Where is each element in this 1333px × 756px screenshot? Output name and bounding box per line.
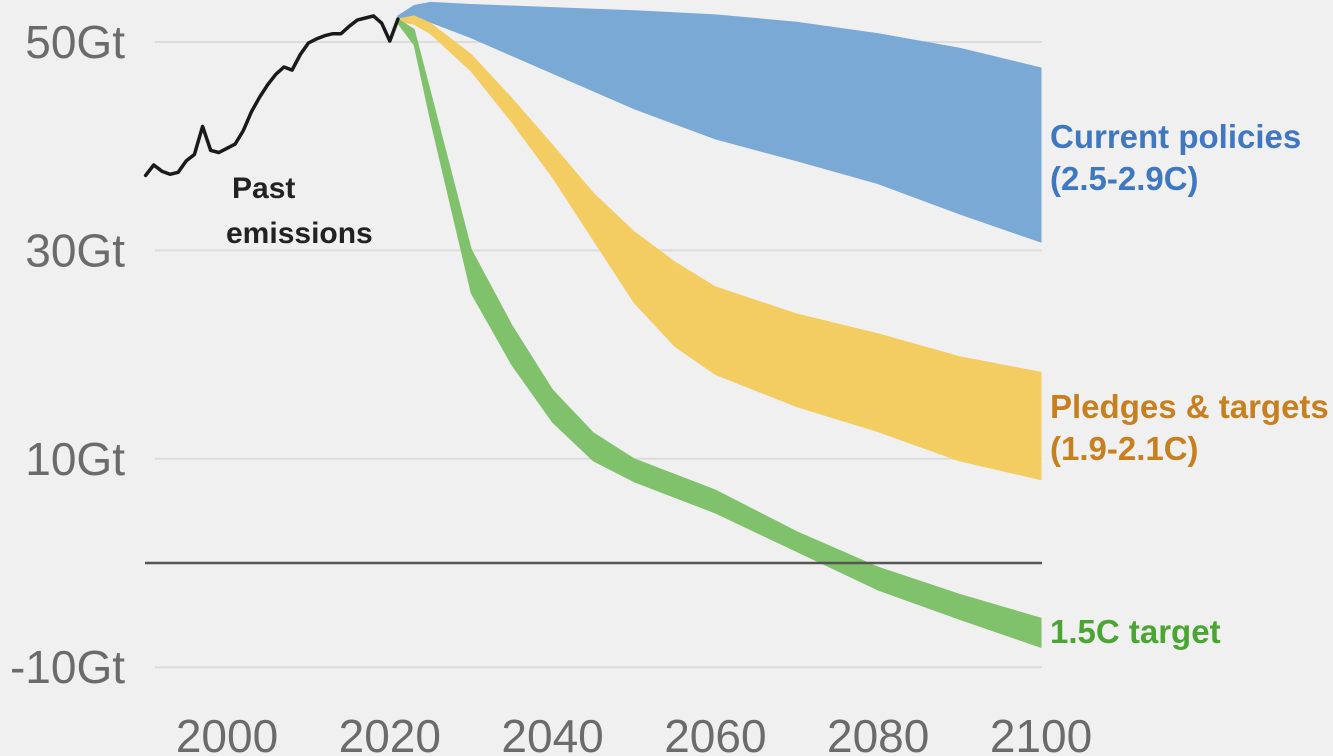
series-annotations: Past emissions Current policies (2.5-2.9C) P…	[226, 118, 1329, 650]
x-tick-label: 2100	[990, 710, 1092, 756]
y-axis-tick-labels: 50Gt 30Gt 10Gt -10Gt	[10, 16, 125, 693]
series-label-line: (1.9-2.1C)	[1050, 430, 1199, 467]
x-tick-label: 2080	[827, 710, 929, 756]
x-tick-label: 2060	[664, 710, 766, 756]
series-label: 1.5C target	[1050, 613, 1221, 650]
series-label-line: Pledges & targets	[1050, 388, 1329, 425]
scenario-bands	[397, 1, 1042, 649]
current-policies-band	[397, 1, 1042, 243]
series-label: Current policies (2.5-2.9C)	[1050, 118, 1301, 197]
x-tick-label: 2000	[176, 710, 278, 756]
past-emissions-label: Past emissions	[226, 172, 373, 250]
past-emissions-label-line: Past	[232, 172, 295, 205]
series-label-line: Current policies	[1050, 118, 1301, 155]
pledges-targets-band	[397, 15, 1042, 481]
y-tick-label: -10Gt	[10, 641, 125, 693]
past-emissions-label-line: emissions	[226, 217, 373, 250]
x-tick-label: 2020	[339, 710, 441, 756]
series-label-line: 1.5C target	[1050, 613, 1221, 650]
x-tick-label: 2040	[501, 710, 603, 756]
series-label: Pledges & targets (1.9-2.1C)	[1050, 388, 1329, 467]
series-label-line: (2.5-2.9C)	[1050, 160, 1199, 197]
y-tick-label: 50Gt	[25, 16, 125, 68]
y-tick-label: 30Gt	[25, 224, 125, 276]
past-emissions-line	[143, 14, 400, 178]
y-tick-label: 10Gt	[25, 433, 125, 485]
1-5c-target-band	[397, 18, 1042, 649]
x-axis-tick-labels: 2000 2020 2040 2060 2080 2100	[176, 710, 1092, 756]
past-emissions-line-group	[143, 14, 400, 178]
